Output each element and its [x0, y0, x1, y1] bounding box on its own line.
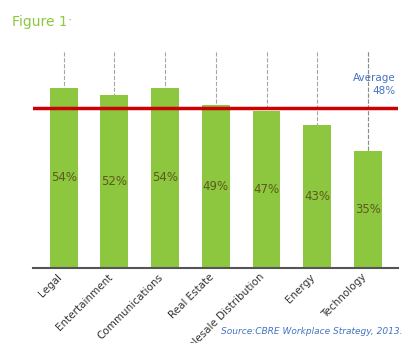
Bar: [50, 88, 78, 268]
Text: 52%: 52%: [101, 175, 127, 188]
Bar: [151, 88, 179, 268]
Bar: [253, 111, 281, 268]
Text: Average
48%: Average 48%: [353, 73, 396, 96]
Text: 49%: 49%: [203, 180, 229, 192]
Text: 43%: 43%: [304, 190, 330, 203]
Bar: [100, 95, 128, 268]
Bar: [303, 125, 331, 268]
Text: 54%: 54%: [51, 171, 77, 184]
Text: Figure 1:: Figure 1:: [12, 15, 77, 29]
Bar: [354, 151, 382, 268]
Text: 54%: 54%: [152, 171, 178, 184]
Text: 47%: 47%: [254, 183, 280, 196]
Text: Seat Utilization by Industry: Seat Utilization by Industry: [64, 15, 279, 29]
Text: 35%: 35%: [355, 203, 381, 216]
Bar: [202, 105, 230, 268]
Text: Source:CBRE Workplace Strategy, 2013.: Source:CBRE Workplace Strategy, 2013.: [221, 327, 403, 336]
